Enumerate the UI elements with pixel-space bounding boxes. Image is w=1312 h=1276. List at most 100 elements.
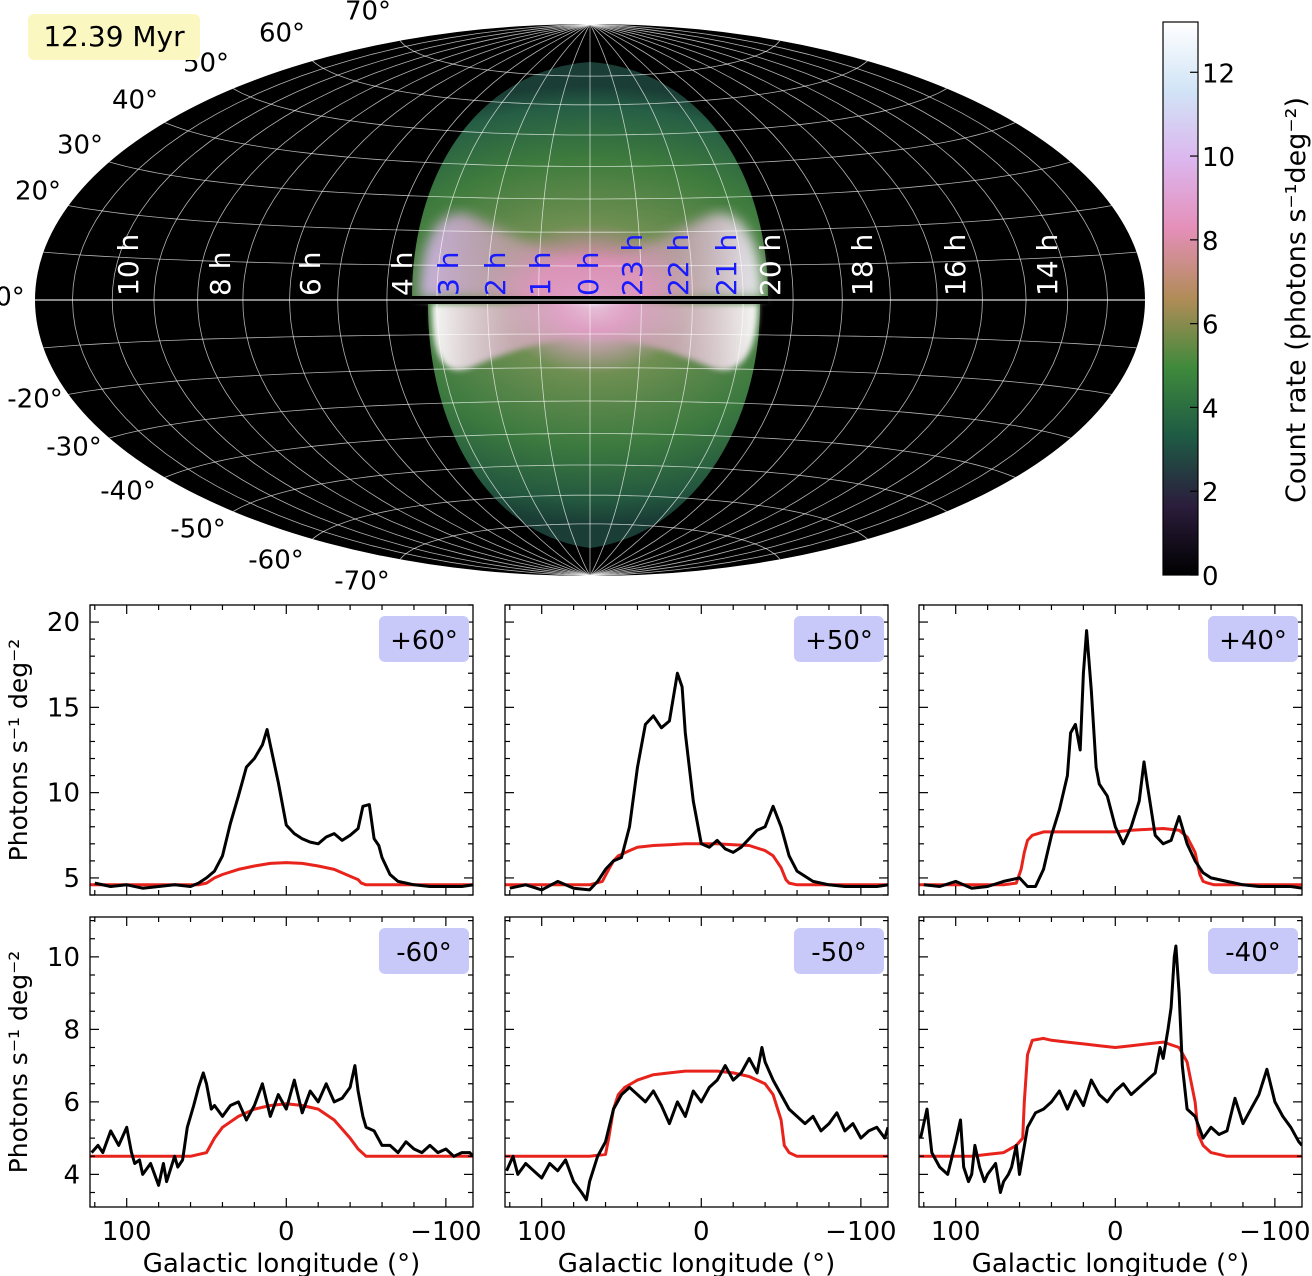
latitude-label: 20° <box>15 177 61 207</box>
ra-label: 20 h <box>754 234 787 296</box>
ra-label: 10 h <box>112 234 145 296</box>
colorbar-tick-label: 4 <box>1202 394 1219 424</box>
latitude-label: 40° <box>112 86 158 116</box>
panel-latitude-badge <box>379 928 469 974</box>
model-profile-line <box>505 842 888 887</box>
ra-label-highlight: 22 h <box>662 234 695 296</box>
panel-latitude-badge <box>379 616 469 662</box>
profile-panel: +40° <box>918 604 1303 896</box>
colorbar-tick-label: 6 <box>1202 311 1219 341</box>
y-tick-label: 8 <box>63 1015 80 1045</box>
time-label: 12.39 Myr <box>28 14 200 60</box>
parallel-line <box>399 523 781 560</box>
emission-bubble-lower <box>428 304 760 548</box>
y-axis-label: Photons s⁻¹ deg⁻² <box>4 639 33 862</box>
colorbar-ticks: 0 2 4 6 8 10 12 <box>1190 59 1235 592</box>
x-tick-label: 0 <box>278 1217 295 1247</box>
parallel-line <box>68 367 1112 395</box>
ra-label-highlight: 0 h <box>572 252 605 296</box>
ra-label: 16 h <box>939 234 972 296</box>
panel-frame <box>89 916 474 1208</box>
observed-profile-line <box>94 728 473 890</box>
model-profile-line <box>505 1069 888 1158</box>
ra-label: 18 h <box>846 234 879 296</box>
ra-labels: 10 h 8 h 6 h 4 h 20 h 18 h 16 h 14 h 3 h 2 h 1 h 0 … <box>112 234 1064 296</box>
observed-profile-line <box>90 1064 473 1187</box>
ra-label-highlight: 21 h <box>710 234 743 296</box>
panel-latitude-label: +50° <box>805 626 873 656</box>
ra-label: 4 h <box>386 252 419 296</box>
y-tick-label: 20 <box>47 608 80 638</box>
model-profile-line <box>919 827 1302 887</box>
latitude-labels: 70°60°50°40°30°20°0°-20°-30°-40°-50°-60°… <box>0 0 391 597</box>
latitude-label: 30° <box>57 131 103 161</box>
colorbar-tick-label: 2 <box>1202 478 1219 508</box>
y-tick-label: 10 <box>47 779 80 809</box>
x-tick-label: −100 <box>410 1217 481 1247</box>
ra-label-highlight: 23 h <box>616 234 649 296</box>
latitude-label: -60° <box>248 546 303 576</box>
panel-latitude-label: -60° <box>396 938 451 968</box>
parallel-line <box>233 88 947 136</box>
panel-frame <box>918 916 1303 1208</box>
latitude-label: 70° <box>345 0 391 27</box>
colorbar-tick-label: 10 <box>1202 143 1235 173</box>
y-axis-label: Photons s⁻¹ deg⁻² <box>4 951 33 1174</box>
x-tick-label: −100 <box>1239 1217 1310 1247</box>
model-profile-line <box>919 1036 1302 1158</box>
ra-label: 6 h <box>294 252 327 296</box>
x-axis-label: Galactic longitude (°) <box>558 1249 836 1276</box>
colorbar: 0 2 4 6 8 10 12 Count rate (photons s⁻¹deg⁻²) <box>1162 21 1312 592</box>
emission-band-upper <box>420 213 762 298</box>
parallel-line <box>399 40 781 77</box>
panel-frame <box>504 604 889 896</box>
x-tick-label: 100 <box>931 1217 981 1247</box>
x-tick-label: 0 <box>693 1217 710 1247</box>
sky-map: 70°60°50°40°30°20°0°-20°-30°-40°-50°-60°… <box>0 0 1145 597</box>
latitude-label: 0° <box>0 283 25 313</box>
x-axis-label: Galactic longitude (°) <box>972 1249 1250 1276</box>
parallel-line <box>164 122 1016 167</box>
x-tick-label: 100 <box>517 1217 567 1247</box>
x-axis-label: Galactic longitude (°) <box>143 1249 421 1276</box>
x-tick-label: −100 <box>825 1217 896 1247</box>
y-tick-label: 6 <box>63 1088 80 1118</box>
observed-profile-line <box>919 944 1302 1194</box>
parallel-line <box>43 333 1137 349</box>
latitude-label: 60° <box>259 19 305 49</box>
ra-label-highlight: 1 h <box>524 252 557 296</box>
ra-label-highlight: 3 h <box>432 252 465 296</box>
parallel-line <box>312 60 868 106</box>
parallel-line <box>109 400 1071 439</box>
model-profile-line <box>90 861 473 887</box>
panel-latitude-badge <box>794 928 884 974</box>
latitude-label: -70° <box>334 567 389 597</box>
y-tick-label: 10 <box>47 943 80 973</box>
latitude-label: -20° <box>7 385 62 415</box>
latitude-label: -30° <box>46 433 101 463</box>
observed-profile-line <box>923 629 1302 890</box>
parallel-line <box>109 161 1071 200</box>
profile-panel: 5 10 15 20 Photons s⁻¹ deg⁻² +60° <box>4 604 474 896</box>
parallel-line <box>43 251 1137 267</box>
y-tick-label: 15 <box>47 693 80 723</box>
parallel-line <box>233 464 947 512</box>
colorbar-tick-label: 12 <box>1202 59 1235 89</box>
panel-latitude-badge <box>1208 616 1298 662</box>
y-tick-label: 5 <box>63 864 80 894</box>
observed-profile-line <box>509 671 888 892</box>
panel-frame <box>918 604 1303 896</box>
model-profile-line <box>90 1102 473 1158</box>
panel-frame <box>89 604 474 896</box>
observed-profile-line <box>505 1046 888 1202</box>
panel-latitude-label: -40° <box>1225 938 1280 968</box>
panel-latitude-label: +40° <box>1219 626 1287 656</box>
panel-latitude-badge <box>1208 928 1298 974</box>
x-tick-label: 100 <box>102 1217 152 1247</box>
emission-band-lower <box>432 304 758 371</box>
